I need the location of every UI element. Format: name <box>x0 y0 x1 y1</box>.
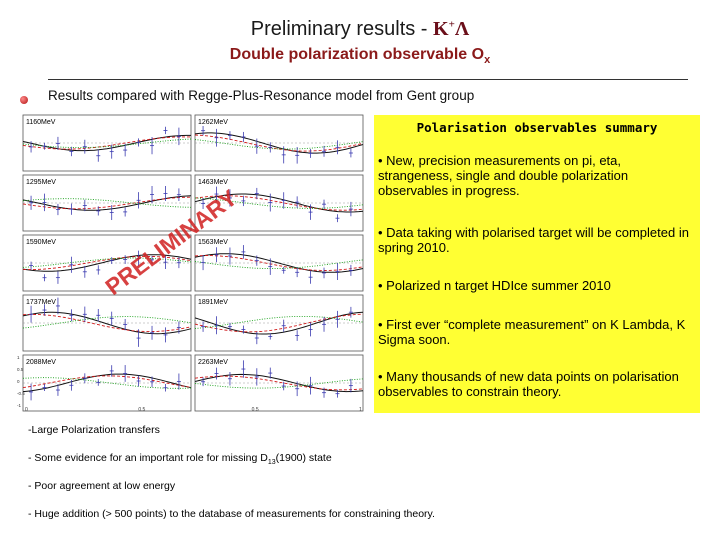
model-curve-green <box>22 377 192 389</box>
figure-panels: 1160MeV 1262MeV 1295MeV 1463MeV 1590MeV 1563M… <box>17 114 364 413</box>
energy-label: 1737MeV <box>26 299 56 306</box>
intro-bullet-text: Results compared with Regge-Plus-Resonan… <box>48 88 475 103</box>
energy-label: 1160MeV <box>26 119 56 126</box>
model-curve-green <box>22 198 192 208</box>
energy-label: 1891MeV <box>198 299 228 306</box>
conclusion-4: - Huge addition (> 500 points) to the da… <box>28 508 435 520</box>
x-tick-label: 0 <box>25 407 28 413</box>
summary-title: Polarisation observables summary <box>416 120 658 135</box>
y-tick-label: -1 <box>17 403 21 408</box>
summary-point-2: • Data taking with polarised target will… <box>378 225 689 255</box>
model-curve-red <box>22 375 192 389</box>
summary-point-3: • Polarized n target HDIce summer 2010 <box>378 278 611 293</box>
model-curve-black <box>22 311 192 335</box>
model-curve-red <box>194 255 364 271</box>
summary-point-5: • Many thousands of new data points on p… <box>378 369 679 399</box>
model-curve-red <box>194 313 364 333</box>
model-curve-green <box>22 257 192 268</box>
summary-point-4: • First ever “complete measurement” on K… <box>378 317 686 347</box>
model-curve-red <box>22 313 192 333</box>
model-curve-black <box>22 254 192 272</box>
model-curve-black <box>194 132 364 154</box>
energy-label: 1295MeV <box>26 179 56 186</box>
x-tick-label: 0.5 <box>138 407 145 413</box>
model-curve-red <box>194 195 364 211</box>
model-curve-black <box>194 193 364 213</box>
model-curve-red <box>194 134 364 152</box>
title-divider <box>48 79 688 80</box>
title-kaon: K+Λ <box>433 18 470 40</box>
conclusion-3: - Poor agreement at low energy <box>28 480 176 492</box>
summary-box: Polarisation observables summary • New, … <box>374 115 700 413</box>
model-curve-black <box>22 373 192 393</box>
conclusion-1: -Large Polarization transfers <box>28 424 160 436</box>
summary-point-1: • New, precision measurements on pi, eta… <box>378 153 629 198</box>
bullet-icon <box>20 96 28 104</box>
model-curve-green <box>194 378 364 389</box>
model-curve-green <box>194 315 364 329</box>
energy-label: 2263MeV <box>198 359 228 366</box>
y-tick-label: 0 <box>17 379 20 384</box>
model-curve-green <box>22 138 192 149</box>
model-curve-red <box>194 375 364 391</box>
y-tick-label: -0.5 <box>17 391 25 396</box>
y-tick-label: 0.5 <box>17 367 24 372</box>
slide-title: Preliminary results - K+Λ <box>0 18 720 41</box>
model-curve-green <box>194 259 364 270</box>
model-curve-green <box>194 197 364 209</box>
energy-label: 1463MeV <box>198 179 228 186</box>
energy-label: 1590MeV <box>26 239 56 246</box>
x-tick-label: 1 <box>359 407 362 413</box>
model-curve-black <box>194 253 364 273</box>
model-curve-green <box>22 316 192 329</box>
conclusion-2: - Some evidence for an important role fo… <box>28 452 332 467</box>
y-tick-label: 1 <box>17 355 20 360</box>
model-curve-red <box>22 136 192 150</box>
model-curve-black <box>194 373 364 393</box>
x-tick-label: 0.5 <box>252 407 259 413</box>
model-curve-green <box>194 139 364 150</box>
energy-label: 1262MeV <box>198 119 228 126</box>
model-curve-red <box>22 196 192 210</box>
model-curve-red <box>23 255 192 271</box>
energy-label: 1563MeV <box>198 239 228 246</box>
slide-subtitle: Double polarization observable Ox <box>229 46 491 67</box>
energy-label: 2088MeV <box>26 359 56 366</box>
title-prefix: Preliminary results - <box>250 18 434 40</box>
polarization-figure: 1160MeV 1262MeV 1295MeV 1463MeV 1590MeV 1563M… <box>17 114 364 413</box>
